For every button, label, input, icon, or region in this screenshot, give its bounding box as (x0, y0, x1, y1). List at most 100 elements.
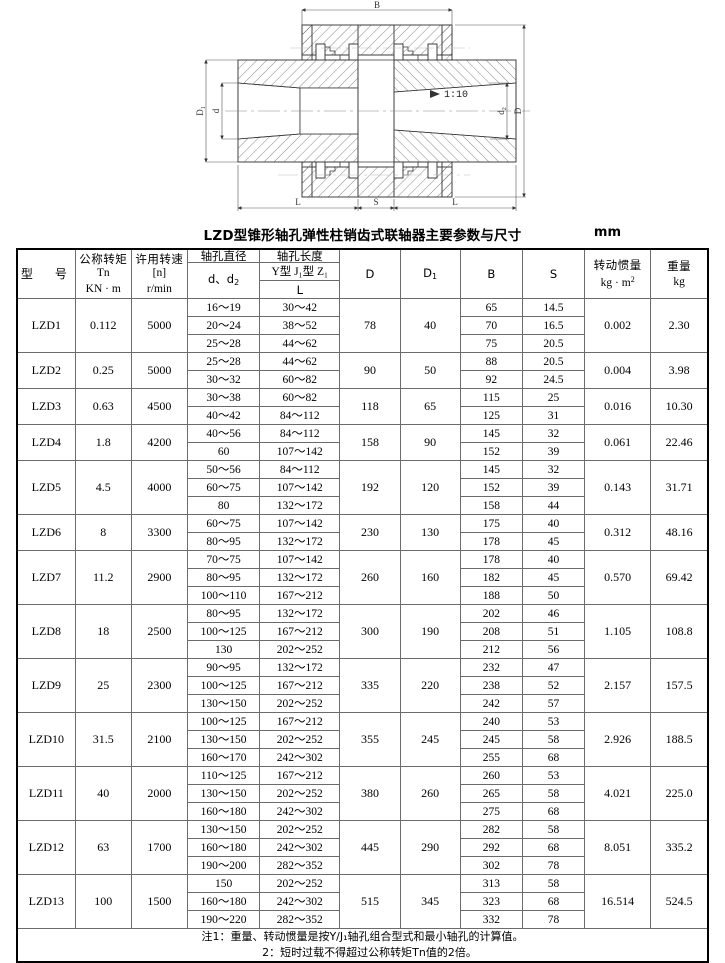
header-nominal-torque: 公称转矩 Tn KN · m (74, 248, 132, 300)
header-weight: 重量 kg (650, 248, 709, 300)
cell-D: 515 (339, 874, 401, 930)
list-item: 160～170 (188, 749, 259, 767)
list-item: 70 (460, 316, 522, 336)
cell-S-value: 24.5 (543, 373, 564, 386)
cell-bore-diameter-list: 100～125 130～150 160～170 (187, 713, 260, 767)
cell-weight: 69.42 (650, 550, 709, 606)
list-item: 115 (460, 389, 522, 408)
cell-S-value: 68 (522, 892, 585, 912)
cell-S-value: 68 (547, 751, 560, 764)
header-inertia-unit: kg · m2 (600, 274, 635, 289)
cell-torque: 40 (74, 766, 132, 822)
cell-bore-length-value: 44～62 (282, 337, 318, 350)
cell-B-list: 282 292 302 (460, 821, 522, 874)
cell-B-value: 292 (460, 838, 522, 858)
cell-B: 65 70 75 (459, 298, 523, 354)
cell-B-value: 178 (482, 535, 500, 548)
cell-B-value: 275 (482, 805, 500, 818)
cell-D1: 50 (399, 352, 461, 390)
table-row: LZD13 100 1500 150 160～180 190～220 202～252 242～… (16, 874, 709, 930)
cell-bore-length: 44～62 60～82 (259, 352, 341, 390)
header-D: D (339, 248, 401, 300)
cell-speed: 4500 (130, 388, 188, 426)
cell-bore-length-value: 84～112 (279, 409, 320, 422)
bore-length-subheader-table: Y型 J₁型 Z₁ L (260, 263, 340, 298)
header-allowable-speed-cn: 许用转速 (135, 251, 184, 266)
table-row: LZD7 11.2 2900 70～75 80～95 100～110 107～142 132～… (16, 550, 709, 606)
cell-S-value: 52 (522, 676, 585, 696)
table-row: LZD4 1.8 4200 40～56 60 84～112 107～142 158 90 145 1… (16, 424, 709, 462)
cell-bore-diameter-value: 40～42 (206, 409, 241, 422)
table-row: LZD11 40 2000 110～125 130～150 160～180 167～212 2… (16, 766, 709, 822)
cell-B-value: 282 (460, 821, 522, 840)
cell-B: 88 92 (459, 352, 523, 390)
cell-B: 313 323 332 (459, 874, 523, 930)
list-item: 110～125 (187, 767, 260, 786)
cell-bore-diameter-value: 190～200 (200, 859, 247, 872)
list-item: 242～302 (260, 892, 340, 912)
dim-label-D: D (513, 107, 523, 114)
cell-speed: 2900 (130, 550, 188, 606)
header-inertia-cn: 转动惯量 (593, 258, 642, 273)
list-item: 16.5 (522, 316, 585, 336)
list-item: 282～352 (260, 911, 339, 929)
cell-S-value: 50 (547, 589, 560, 602)
cell-model: LZD11 (16, 766, 76, 822)
header-bore-diameter-cn: 轴孔直径 (186, 248, 261, 264)
cell-B-list: 145 152 158 (460, 461, 522, 514)
cell-bore-length-list: 107～142 132～172 167～212 (260, 551, 340, 605)
cell-S-value: 39 (522, 478, 585, 498)
cell-bore-diameter-list: 150 160～180 190～220 (187, 875, 260, 928)
cell-speed: 5000 (130, 298, 188, 354)
list-item: 323 (460, 892, 522, 912)
list-item: 32 (522, 425, 585, 444)
dim-label-B: B (374, 0, 380, 10)
list-item: 202～252 (260, 695, 339, 713)
cell-torque: 0.63 (74, 388, 132, 426)
cell-D: 300 (339, 604, 401, 660)
cell-inertia: 0.570 (584, 550, 652, 606)
cell-model: LZD1 (16, 298, 76, 354)
cell-B-value: 152 (482, 445, 500, 458)
header-model: 型 号 (16, 248, 76, 300)
cell-bore-length-value: 242～302 (260, 892, 340, 912)
unit-label: mm (593, 225, 621, 240)
header-D1: D1 (399, 248, 461, 300)
cell-speed: 4200 (130, 424, 188, 462)
cell-bore-diameter-list: 80～95 100～125 130 (187, 605, 260, 658)
cell-bore-length-list: 202～252 242～302 282～352 (260, 821, 340, 874)
cell-S-value: 40 (522, 515, 585, 534)
cell-bore-diameter-value: 130～150 (200, 697, 247, 710)
cell-B: 115 125 (459, 388, 523, 426)
cell-B: 232 238 242 (459, 658, 523, 714)
cell-S-list: 25 31 (522, 389, 585, 424)
cell-B: 282 292 302 (459, 820, 523, 876)
cell-bore-length-list: 30～42 38～52 44～62 (260, 299, 340, 352)
cell-D1: 40 (399, 298, 461, 354)
cell-bore-length: 107～142 132～172 (259, 514, 341, 552)
cell-bore-length-list: 84～112 107～142 (260, 425, 340, 460)
cell-D1: 260 (399, 766, 461, 822)
cell-S-value: 57 (547, 697, 560, 710)
cell-weight: 48.16 (650, 514, 709, 552)
list-item: 275 (461, 803, 522, 821)
cell-bore-length-value: 132～172 (276, 499, 323, 512)
cell-torque: 11.2 (74, 550, 132, 606)
cell-bore-diameter-value: 80～95 (206, 535, 241, 548)
cell-bore-diameter-value: 130～150 (187, 821, 260, 840)
cell-bore-length-value: 60～82 (260, 389, 340, 408)
cell-bore-diameter-value: 40～56 (187, 425, 260, 444)
spec-table-wrapper: 型 号 公称转矩 Tn KN · m 许用转速 [n] r/min 轴孔直径 轴… (0, 248, 725, 963)
cell-bore-diameter: 50～56 60～75 80 (186, 460, 261, 516)
list-item: 20～24 (187, 316, 260, 336)
cell-bore-length-value: 107～142 (260, 515, 340, 534)
list-item: 178 (460, 551, 522, 570)
cell-B-value: 188 (482, 589, 500, 602)
cell-D1: 190 (399, 604, 461, 660)
list-item: 107～142 (260, 478, 340, 498)
cell-B-list: 313 323 332 (460, 875, 522, 928)
cell-S-list: 58 68 78 (522, 821, 585, 874)
cell-S-value: 20.5 (522, 353, 585, 372)
list-item: 167～212 (260, 587, 339, 605)
cell-B-value: 232 (460, 659, 522, 678)
